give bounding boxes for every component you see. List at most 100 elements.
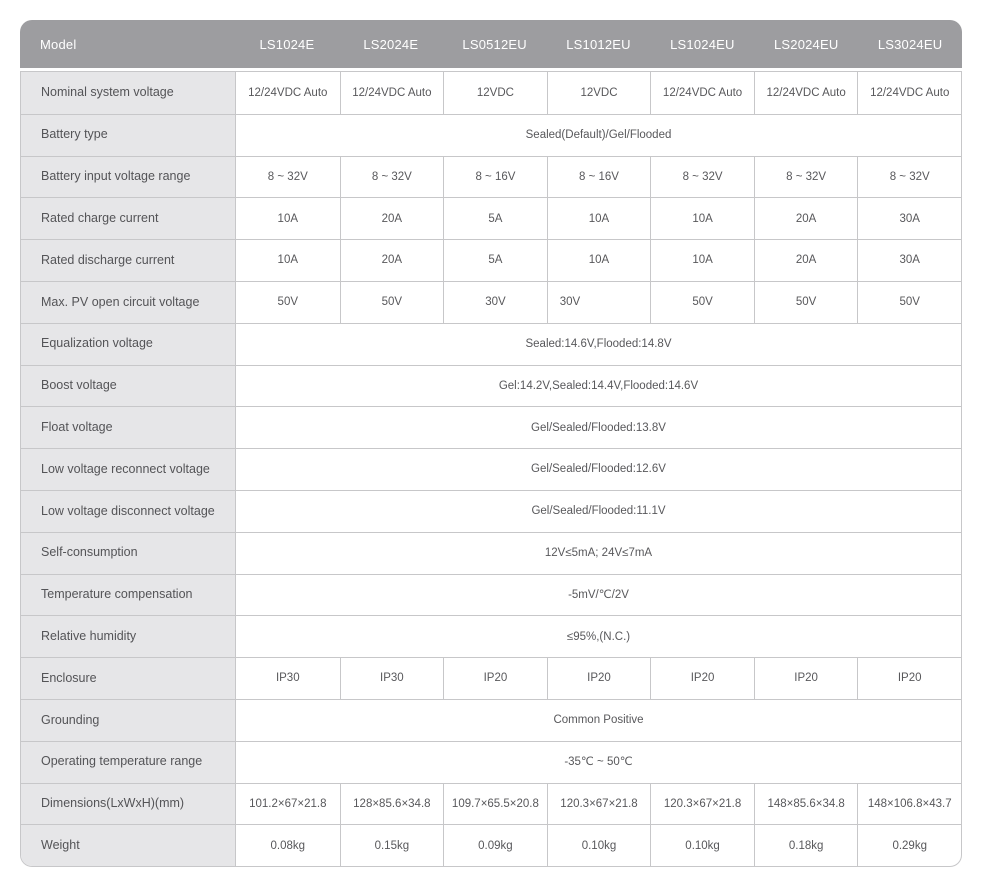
table-row: Low voltage reconnect voltage Gel/Sealed/… [21, 448, 961, 490]
spec-span-cell: Gel/Sealed/Flooded:11.1V [531, 505, 666, 518]
spec-cell: 30A [857, 240, 961, 281]
row-label: Enclosure [21, 658, 236, 699]
table-row: Dimensions(LxWxH)(mm) 101.2×67×21.8 128×85… [21, 782, 961, 825]
spec-cell: 101.2×67×21.8 [249, 797, 327, 810]
table-row: Nominal system voltage 12/24VDC Auto 12/24… [21, 72, 961, 114]
spec-cell: 50V [857, 281, 961, 323]
spec-cell: 0.15kg [339, 825, 444, 867]
spec-cell: IP20 [546, 658, 651, 699]
spec-cell: 50V [650, 281, 754, 323]
spec-cell: 8 ~ 32V [267, 170, 308, 183]
table-row: Grounding Common Positive [21, 698, 961, 741]
table-row: Max. PV open circuit voltage 50V 50V 30V 30V… [21, 280, 961, 323]
spec-cell: 109.7×65.5×20.8 [443, 783, 547, 825]
spec-cell: 8 ~ 32V [857, 156, 961, 198]
spec-cell: 8 ~ 32V [339, 156, 444, 198]
table-row: Enclosure IP30 IP30 IP20 IP20 IP20 IP20 IP20 [21, 657, 961, 699]
spec-cell: 8 ~ 32V [650, 156, 754, 198]
table-row: Rated charge current 10A 20A 5A 10A 10A 20A 30A [21, 197, 961, 240]
spec-cell: 20A [753, 240, 858, 281]
column-header: LS1024EU [670, 36, 735, 52]
spec-cell: 0.29kg [857, 825, 961, 867]
row-label: Boost voltage [21, 365, 236, 407]
row-label: Temperature compensation [21, 574, 236, 616]
spec-cell: 10A [650, 198, 754, 240]
spec-span-cell: -35℃ ~ 50℃ [564, 755, 633, 768]
column-header: LS3024EU [877, 36, 943, 52]
spec-span-cell: Gel:14.2V,Sealed:14.4V,Flooded:14.6V [498, 379, 699, 392]
row-label: Float voltage [21, 407, 236, 449]
row-label: Battery input voltage range [21, 156, 236, 198]
spec-span-cell: Gel/Sealed/Flooded:13.8V [531, 421, 666, 434]
spec-cell: 50V [339, 281, 444, 323]
spec-cell: 20A [339, 240, 444, 281]
spec-cell: 30A [857, 198, 961, 240]
row-label: Grounding [21, 699, 236, 741]
row-label: Self-consumption [21, 532, 236, 574]
table-row: Battery input voltage range 8 ~ 32V 8 ~ 32… [21, 155, 961, 198]
table-row: Relative humidity ≤95%,(N.C.) [21, 615, 961, 658]
spec-cell: 50V [753, 281, 858, 323]
spec-cell: 12/24VDC Auto [857, 72, 961, 114]
spec-span-cell: ≤95%,(N.C.) [566, 630, 631, 643]
spec-cell: 20A [339, 198, 444, 240]
table-row: Operating temperature range -35℃ ~ 50℃ [21, 740, 961, 783]
table-row: Temperature compensation -5mV/℃/2V [21, 573, 961, 616]
spec-cell: 10A [546, 198, 651, 240]
spec-span-cell: 12V≤5mA; 24V≤7mA [544, 546, 653, 559]
spec-cell: 12VDC [546, 72, 651, 114]
row-label: Max. PV open circuit voltage [21, 281, 236, 323]
model-header-label: Model [40, 36, 77, 52]
row-label: Dimensions(LxWxH)(mm) [21, 783, 236, 825]
spec-cell: IP20 [650, 658, 754, 699]
spec-cell: 12VDC [443, 72, 547, 114]
table-row: Battery type Sealed(Default)/Gel/Flooded [21, 113, 961, 156]
spec-cell: 120.3×67×21.8 [650, 783, 754, 825]
spec-cell: 10A [277, 212, 299, 225]
spec-cell: 10A [650, 240, 754, 281]
row-label: Operating temperature range [21, 741, 236, 783]
spec-cell: IP30 [339, 658, 444, 699]
spec-cell: 5A [443, 240, 547, 281]
table-row: Self-consumption 12V≤5mA; 24V≤7mA [21, 531, 961, 574]
spec-span-cell: Common Positive [553, 714, 644, 727]
spec-cell: 12/24VDC Auto [650, 72, 754, 114]
row-label: Relative humidity [21, 616, 236, 658]
spec-cell: 0.10kg [650, 825, 754, 867]
row-label: Equalization voltage [21, 323, 236, 365]
spec-cell: 12/24VDC Auto [339, 72, 444, 114]
column-header: LS0512EU [462, 36, 527, 52]
spec-cell: 8 ~ 16V [443, 156, 547, 198]
row-label: Low voltage reconnect voltage [21, 449, 236, 490]
row-label: Rated discharge current [21, 240, 236, 281]
row-label: Weight [21, 825, 236, 867]
row-label: Nominal system voltage [21, 72, 236, 114]
spec-cell: 120.3×67×21.8 [546, 783, 651, 825]
spec-cell: 10A [277, 254, 299, 267]
spec-cell: 148×85.6×34.8 [753, 783, 858, 825]
row-label: Rated charge current [21, 198, 236, 240]
table-row: Boost voltage Gel:14.2V,Sealed:14.4V,Floo… [21, 364, 961, 407]
spec-cell: 5A [443, 198, 547, 240]
table-row: Rated discharge current 10A 20A 5A 10A 10A 20A… [21, 239, 961, 281]
spec-cell: 0.09kg [443, 825, 547, 867]
row-label: Low voltage disconnect voltage [21, 490, 236, 532]
spec-cell: 8 ~ 32V [753, 156, 858, 198]
spec-span-cell: -5mV/℃/2V [568, 588, 629, 601]
column-header: LS1024E [259, 36, 315, 52]
table-header-row: Model LS1024E LS2024E LS0512EU LS1012EU LS10… [20, 20, 962, 68]
spec-table: Model LS1024E LS2024E LS0512EU LS1012EU LS10… [20, 20, 962, 868]
spec-cell: IP20 [443, 658, 547, 699]
spec-cell: 128×85.6×34.8 [339, 783, 444, 825]
table-row: Float voltage Gel/Sealed/Flooded:13.8V [21, 406, 961, 449]
spec-cell: 12/24VDC Auto [753, 72, 858, 114]
spec-cell: IP20 [753, 658, 858, 699]
spec-cell: 30V [443, 281, 547, 323]
spec-cell: 10A [546, 240, 651, 281]
spec-cell: 0.08kg [270, 839, 306, 852]
column-header: LS1012EU [566, 36, 631, 52]
table-row: Weight 0.08kg 0.15kg 0.09kg 0.10kg 0.10kg 0.18… [21, 824, 961, 867]
spec-cell: IP30 [275, 672, 300, 685]
spec-cell: 0.18kg [753, 825, 858, 867]
spec-cell: 8 ~ 16V [546, 156, 651, 198]
